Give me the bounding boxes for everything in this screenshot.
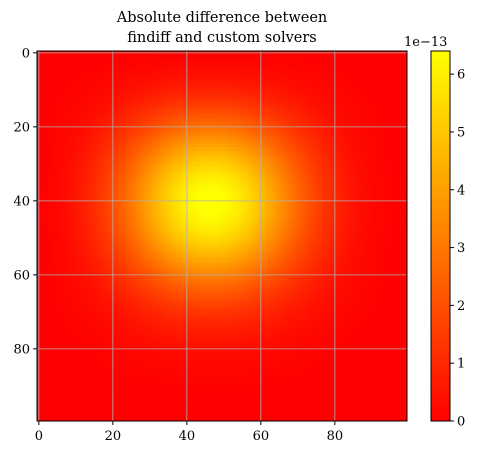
colorbar-exponent-label: 1e−13 xyxy=(404,35,447,50)
colorbar-ticks: 0 1 2 3 4 5 6 xyxy=(450,68,465,430)
x-tick-label-0: 0 xyxy=(35,429,43,444)
colorbar-tick-label-4: 4 xyxy=(457,183,465,198)
y-tick-label-60: 60 xyxy=(13,268,30,283)
colorbar-tick-label-0: 0 xyxy=(457,415,465,430)
colorbar-tick-label-5: 5 xyxy=(457,125,465,140)
heatmap-image xyxy=(37,51,408,422)
y-tick-label-40: 40 xyxy=(13,194,30,209)
chart-title-line-2: findiff and custom solvers xyxy=(127,30,316,46)
y-tick-label-0: 0 xyxy=(22,46,30,61)
colorbar xyxy=(430,50,451,422)
colorbar-tick-label-6: 6 xyxy=(457,68,465,83)
y-tick-label-80: 80 xyxy=(13,342,30,357)
x-tick-label-60: 60 xyxy=(253,429,270,444)
y-tick-label-20: 20 xyxy=(13,120,30,135)
x-axis: 0 20 40 60 80 xyxy=(35,421,343,444)
chart-title-line-1: Absolute difference between xyxy=(116,10,327,26)
plot-frame xyxy=(36,50,408,422)
x-tick-label-40: 40 xyxy=(179,429,196,444)
heatmap-grid xyxy=(37,51,407,421)
x-tick-label-80: 80 xyxy=(327,429,344,444)
colorbar-tick-label-3: 3 xyxy=(457,241,465,256)
colorbar-tick-label-2: 2 xyxy=(457,299,465,314)
x-tick-label-20: 20 xyxy=(105,429,122,444)
colorbar-tick-label-1: 1 xyxy=(457,357,465,372)
y-axis: 0 20 40 60 80 xyxy=(13,46,37,357)
